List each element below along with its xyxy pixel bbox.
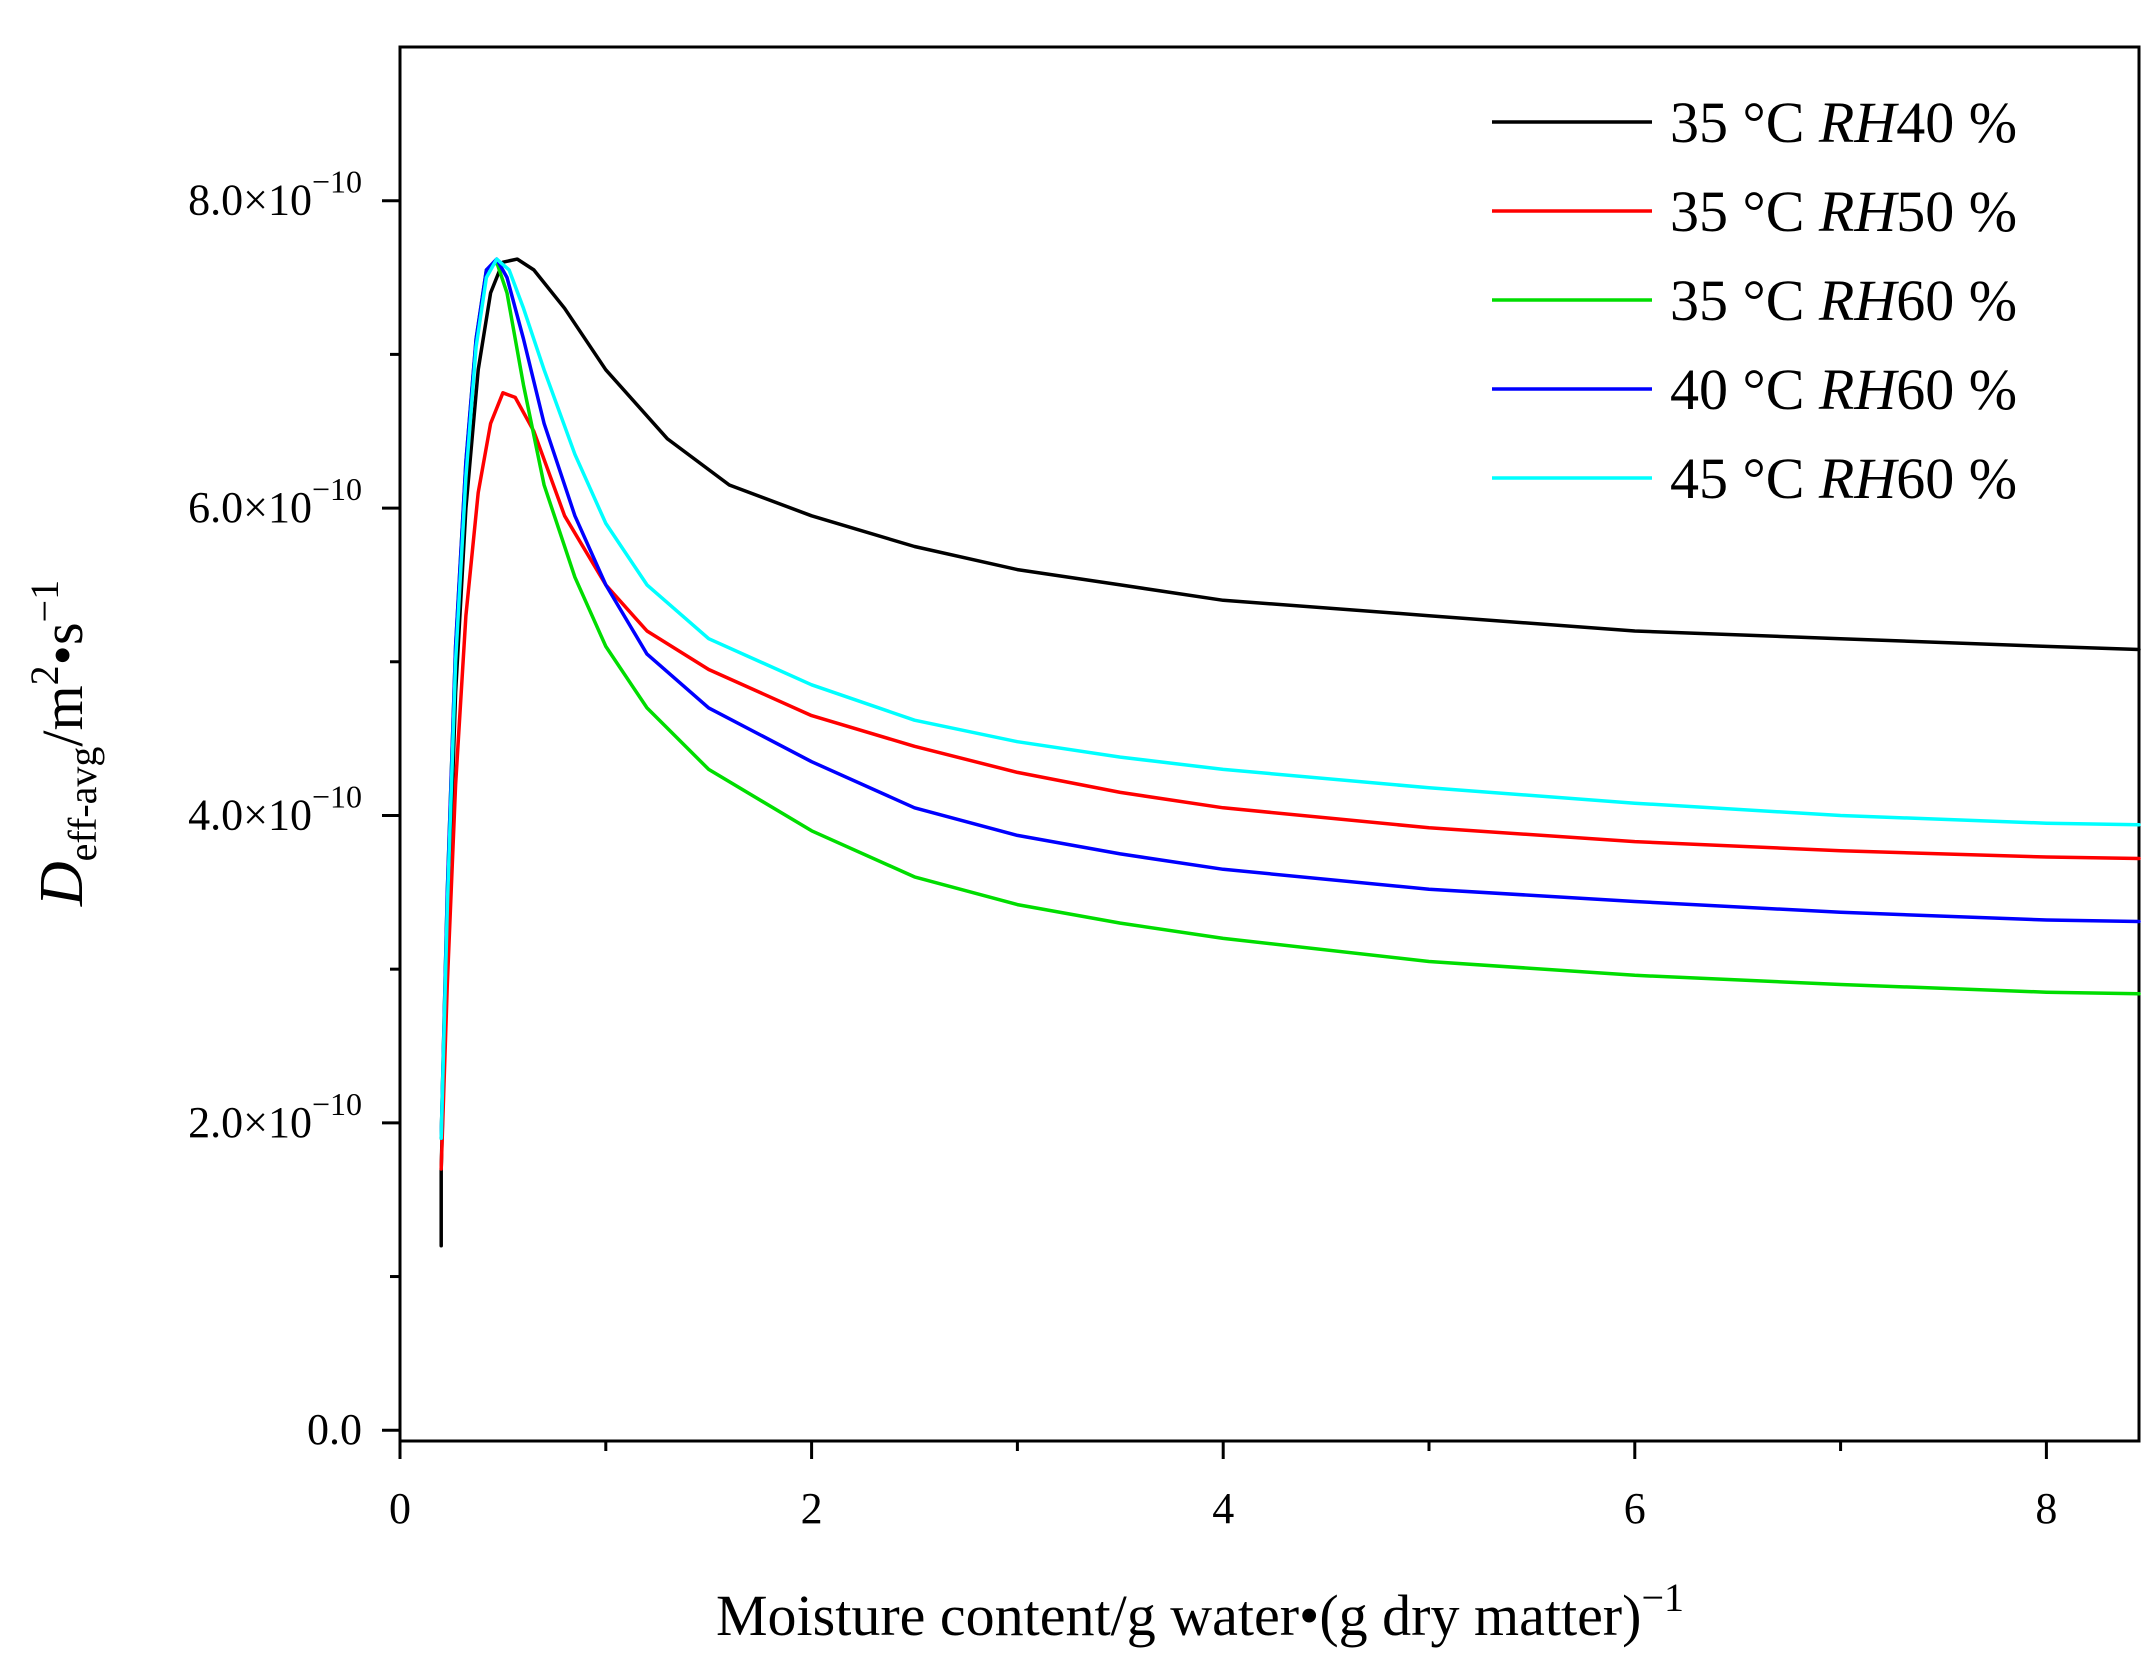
y-axis-title-sup2: 2 [22, 665, 67, 685]
legend-label-5: 45 °C RH60 % [1670, 446, 2017, 511]
legend-label-3: 35 °C RH60 % [1670, 268, 2017, 333]
legend-label-italic: RH [1818, 446, 1899, 511]
x-tick-label: 6 [1624, 1484, 1646, 1533]
legend-label-suffix: 60 % [1896, 357, 2017, 422]
y-axis-title-rest: •s [30, 622, 95, 665]
y-axis-title: Deff-avg/m2•s−1 [22, 580, 105, 907]
x-tick-label: 8 [2035, 1484, 2057, 1533]
y-tick-label: 6.0×10−10 [188, 471, 362, 532]
y-axis-title-main: D [28, 861, 96, 907]
legend-label-prefix: 45 °C [1670, 446, 1819, 511]
x-tick-label: 4 [1212, 1484, 1234, 1533]
y-tick-label: 8.0×10−10 [188, 164, 362, 225]
y-axis-title-sup3: −1 [22, 580, 67, 623]
legend-label-suffix: 40 % [1896, 90, 2017, 155]
legend-label-1: 35 °C RH40 % [1670, 90, 2017, 155]
legend-label-suffix: 50 % [1896, 179, 2017, 244]
axis-ticks: 0 2 4 6 80.02.0×10−104.0×10−106.0×10−108.0×1… [188, 164, 2057, 1533]
legend-label-italic: RH [1818, 357, 1899, 422]
y-tick-exponent: −10 [312, 1086, 362, 1122]
y-tick-exponent: −10 [312, 164, 362, 200]
y-tick-label: 2.0×10−10 [188, 1086, 362, 1147]
x-tick-label: 0 [389, 1484, 411, 1533]
y-tick-label: 4.0×10−10 [188, 778, 362, 839]
legend-label-italic: RH [1818, 179, 1899, 244]
legend-label-prefix: 35 °C [1670, 90, 1819, 155]
y-axis-title-unit: /m [30, 685, 95, 746]
legend-label-2: 35 °C RH50 % [1670, 179, 2017, 244]
series-line-2 [439, 391, 2141, 1171]
series-line-5 [439, 257, 2141, 1140]
legend-label-suffix: 60 % [1896, 268, 2017, 333]
x-axis-title-text: Moisture content/g water•(g dry matter) [716, 1583, 1641, 1648]
x-axis-title: Moisture content/g water•(g dry matter)−… [716, 1575, 1684, 1648]
y-tick-mantissa: 0.0 [307, 1405, 362, 1454]
legend-label-prefix: 35 °C [1670, 179, 1819, 244]
y-tick-mantissa: 8.0×10 [188, 176, 312, 225]
y-axis-title-sub: eff-avg [60, 747, 105, 862]
y-tick-mantissa: 6.0×10 [188, 483, 312, 532]
legend-label-italic: RH [1818, 90, 1899, 155]
x-axis-title-sup: −1 [1641, 1575, 1684, 1620]
legend-label-suffix: 60 % [1896, 446, 2017, 511]
y-tick-mantissa: 4.0×10 [188, 790, 312, 839]
x-tick-label: 2 [801, 1484, 823, 1533]
legend-label-prefix: 35 °C [1670, 268, 1819, 333]
legend-label-italic: RH [1818, 268, 1899, 333]
legend: 35 °C RH40 %35 °C RH50 %35 °C RH60 %40 °… [1492, 90, 2017, 511]
plot-frame [398, 45, 2141, 1443]
legend-label-4: 40 °C RH60 % [1670, 357, 2017, 422]
legend-label-prefix: 40 °C [1670, 357, 1819, 422]
y-tick-label: 0.0 [307, 1405, 362, 1454]
y-tick-mantissa: 2.0×10 [188, 1098, 312, 1147]
series-group [439, 257, 2141, 1248]
y-tick-exponent: −10 [312, 778, 362, 814]
y-tick-exponent: −10 [312, 471, 362, 507]
